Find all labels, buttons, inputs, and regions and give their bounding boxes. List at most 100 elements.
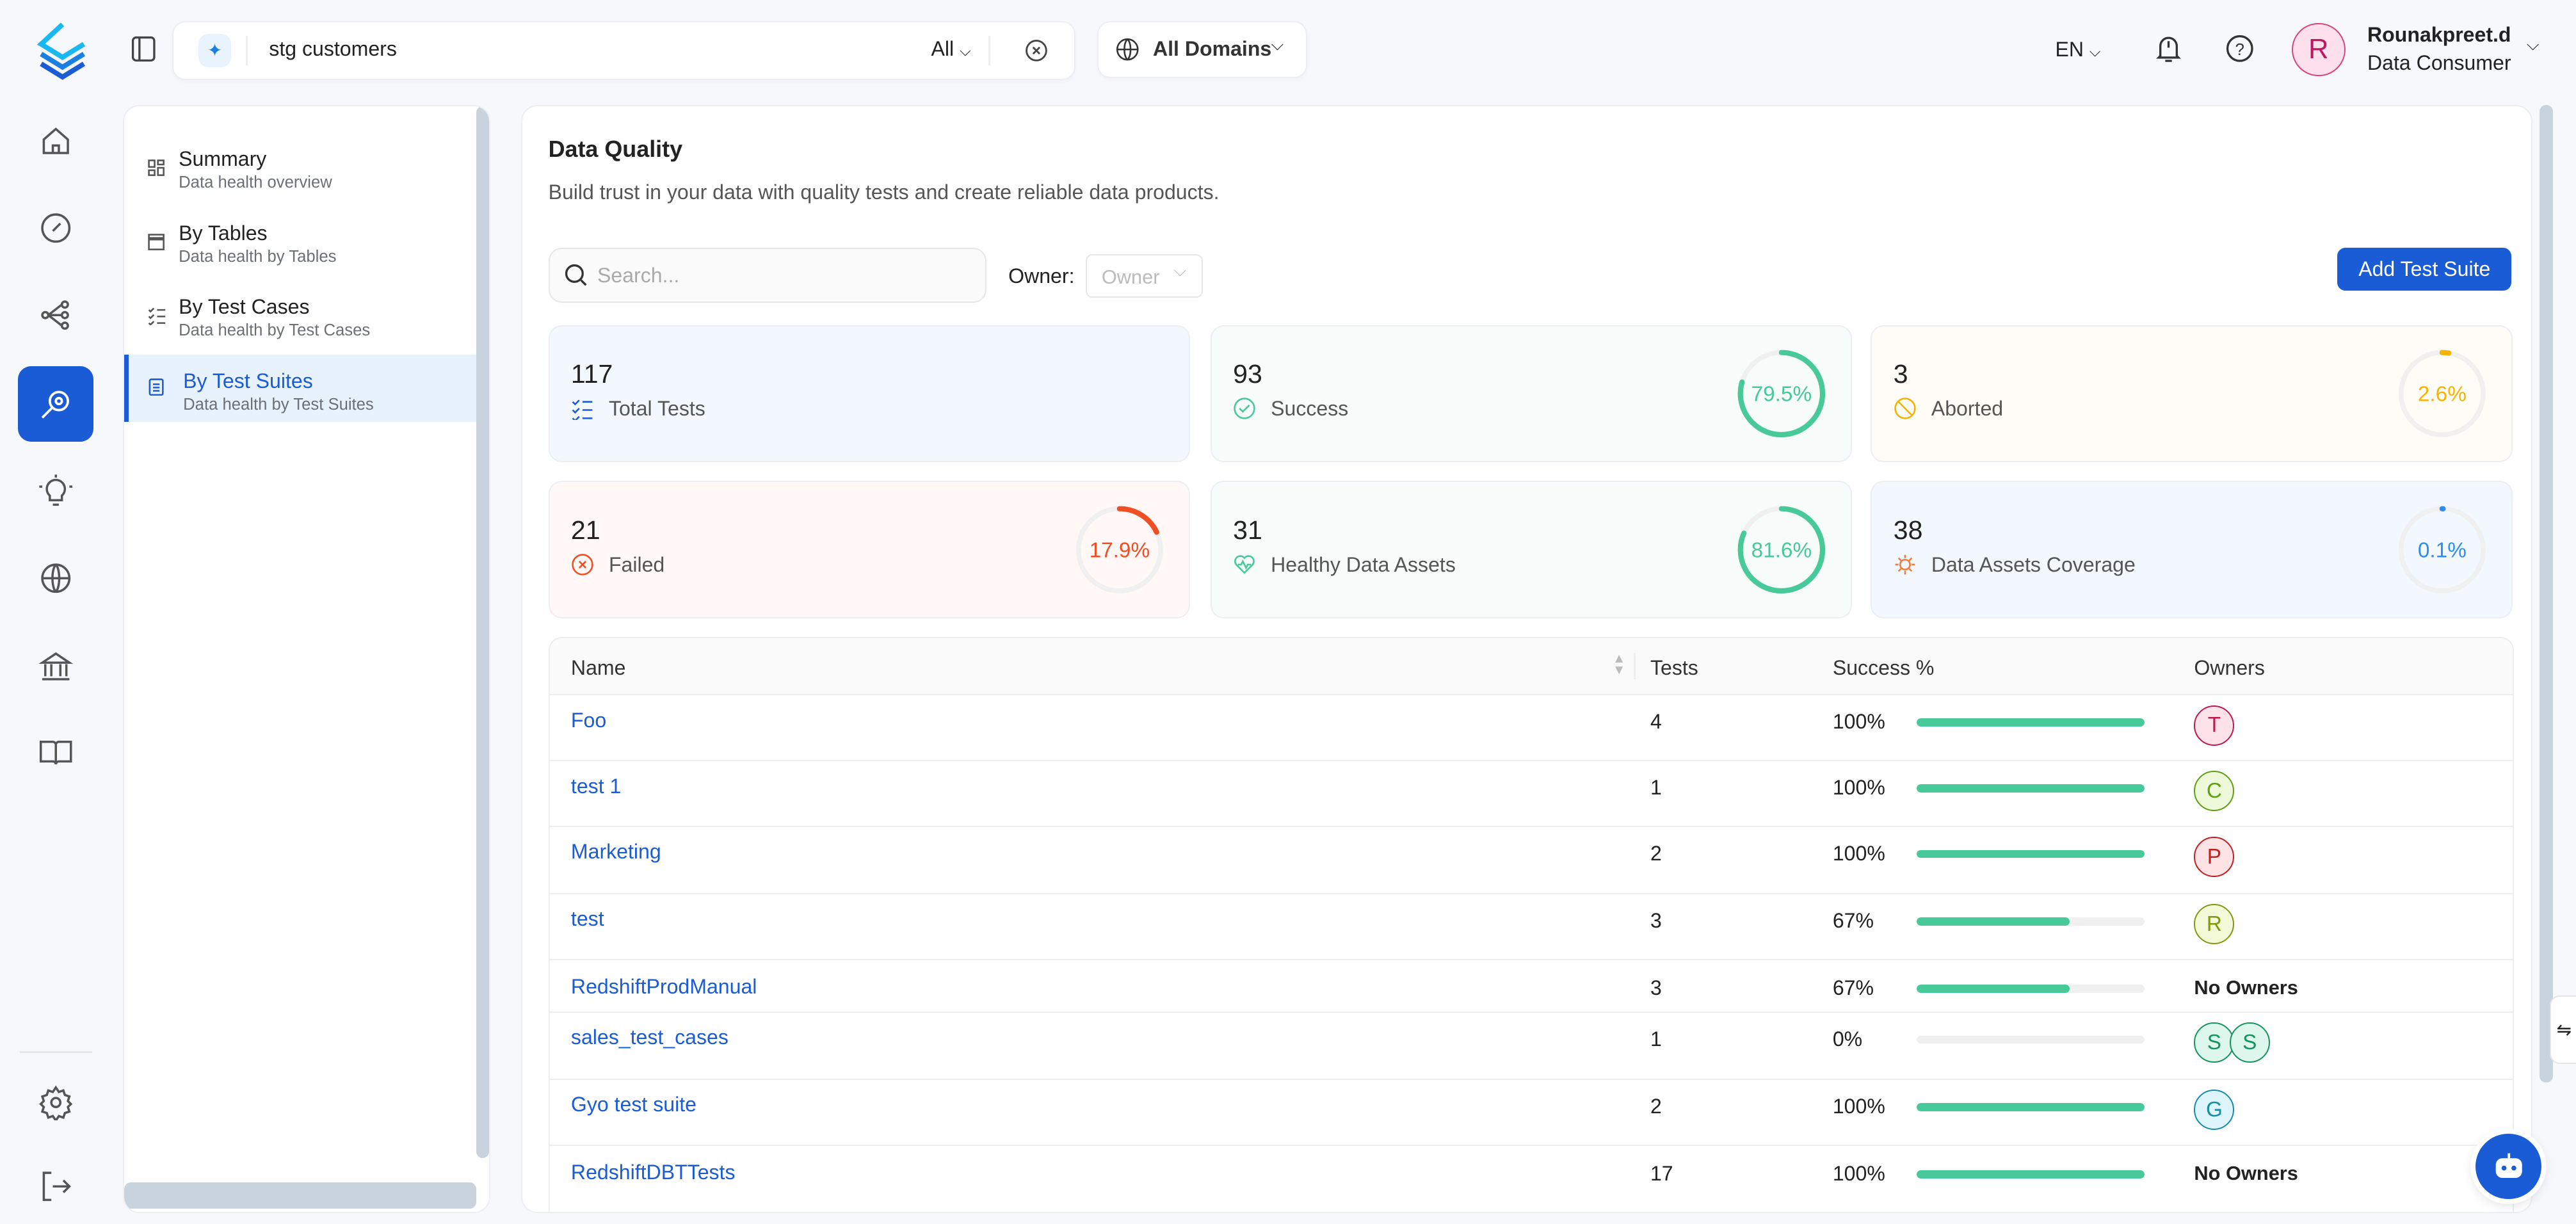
ai-search-icon[interactable]: ✦ [198,34,232,67]
test-suite-link[interactable]: Foo [570,708,607,732]
gauge-fill [2398,350,2486,438]
test-suite-link[interactable]: Marketing [570,840,661,864]
bell-icon[interactable] [2155,35,2182,64]
column-tests: Tests [1650,656,1698,680]
stat-value: 21 [570,515,600,545]
insights-icon[interactable] [36,472,76,511]
success-progress-bar [1916,1102,2145,1111]
ban-icon [1894,398,1916,419]
progress-fill [1916,718,2145,727]
global-search-input[interactable]: stg customers [269,37,397,61]
progress-fill [1916,850,2145,858]
stat-gauge: 2.6% [2398,350,2486,438]
checklist-icon [572,399,593,420]
search-placeholder: Search... [597,264,680,287]
owners-list: C [2194,771,2235,812]
sidebar-scrollbar[interactable] [476,106,490,1158]
add-test-suite-button[interactable]: Add Test Suite [2337,247,2512,291]
owner-avatar[interactable]: R [2194,904,2235,945]
test-suite-link[interactable]: sales_test_cases [570,1026,729,1049]
governance-icon[interactable] [36,647,76,687]
table-header: Name ▲ ▼ Tests Success % Owners [549,638,2513,695]
stat-label: Total Tests [608,396,705,420]
language-selector[interactable]: EN ⌵ [2055,38,2101,61]
data-quality-sidebar: Summary Data health overview By Tables Dat… [123,105,491,1214]
side-drawer-tab[interactable]: ⇋ [2549,995,2576,1064]
lineage-icon[interactable] [36,296,76,335]
sidebar-item-by-tables[interactable]: By Tables Data health by Tables [124,218,476,284]
settings-icon[interactable] [36,1083,76,1122]
gauge-percent: 0.1% [2418,538,2467,562]
sidebar-horizontal-scrollbar[interactable] [124,1182,476,1209]
globe-icon [1116,38,1139,61]
search-scope-select[interactable]: All ⌵ [931,37,971,61]
stat-card-healthy-data-assets: 31 Healthy Data Assets 81.6% [1210,481,1853,618]
stat-gauge: 79.5% [1738,350,1826,438]
data-quality-icon [41,391,69,419]
gauge-percent: 81.6% [1751,538,1812,562]
owner-avatar[interactable]: S [2194,1022,2235,1063]
owner-avatar[interactable]: S [2229,1022,2270,1063]
chevron-down-icon: ⌵ [1271,35,1284,54]
page-subtitle: Build trust in your data with quality te… [548,180,1220,204]
test-suite-link[interactable]: RedshiftDBTTests [570,1160,736,1184]
domain-selector[interactable]: All Domains ⌵ [1097,21,1307,79]
main-scrollbar-track[interactable] [2540,105,2553,1083]
glossary-icon[interactable] [36,733,76,773]
help-icon[interactable]: ? [2226,35,2254,63]
success-percent: 100% [1832,841,1885,865]
logo[interactable] [35,21,90,81]
sidebar-toggle-icon[interactable] [131,36,156,62]
progress-fill [1916,784,2145,793]
owner-avatar[interactable]: T [2194,705,2235,746]
explore-icon[interactable] [36,209,76,248]
clear-search-icon[interactable] [1025,39,1048,62]
column-success: Success % [1832,656,1935,680]
owner-filter-select[interactable]: Owner ⌵ [1085,254,1203,298]
test-count: 17 [1650,1162,1673,1186]
x-icon [572,553,593,576]
no-owners-text: No Owners [2194,976,2298,999]
progress-fill [1916,917,2070,926]
user-name[interactable]: Rounakpreet.d [2367,22,2511,46]
search-icon [565,264,587,286]
test-suite-link[interactable]: test [570,907,604,931]
sort-icon[interactable]: ▲ ▼ [1612,651,1626,678]
user-menu-chevron-icon[interactable]: ⌵ [2526,36,2540,54]
user-avatar[interactable]: R [2291,22,2346,77]
svg-text:?: ? [2235,41,2244,59]
test-suite-link[interactable]: RedshiftProdManual [570,974,757,998]
rail-divider [19,1051,92,1053]
gauge-fill [1738,506,1826,593]
column-name[interactable]: Name [570,656,626,680]
owner-avatar[interactable]: P [2194,837,2235,878]
success-progress-bar [1916,1035,2145,1044]
stat-card-success: 93 Success 79.5% [1210,325,1853,462]
home-icon[interactable] [36,122,76,161]
test-suite-link[interactable]: Gyo test suite [570,1093,696,1116]
test-suite-search[interactable]: Search... [548,247,986,303]
owner-avatar[interactable]: G [2194,1090,2235,1131]
stat-value: 31 [1233,515,1262,545]
test-suite-link[interactable]: test 1 [570,774,622,798]
table-row: Foo 4 100% T [549,694,2513,761]
chevron-down-icon: ⌵ [1173,262,1187,280]
stat-card-failed: 21 Failed 17.9% [548,481,1190,618]
data-quality-nav-button[interactable] [18,366,94,442]
sidebar-item-summary[interactable]: Summary Data health overview [124,144,476,210]
sidebar-item-by-test-suites[interactable]: By Test Suites Data health by Test Suites [124,354,481,422]
success-percent: 100% [1832,1095,1885,1118]
test-count: 1 [1650,1027,1662,1051]
global-search-box[interactable]: ✦ stg customers All ⌵ [172,21,1075,80]
success-percent: 0% [1832,1027,1863,1051]
stat-value: 93 [1233,358,1262,389]
chatbot-button[interactable] [2475,1133,2542,1200]
owners-list: P [2194,837,2235,878]
sidebar-item-by-test-cases[interactable]: By Test Cases Data health by Test Cases [124,292,476,358]
success-percent: 100% [1832,1162,1885,1186]
success-progress-bar [1916,718,2145,727]
domains-icon[interactable] [36,559,76,599]
logout-icon[interactable] [36,1166,76,1206]
owner-avatar[interactable]: C [2194,771,2235,812]
